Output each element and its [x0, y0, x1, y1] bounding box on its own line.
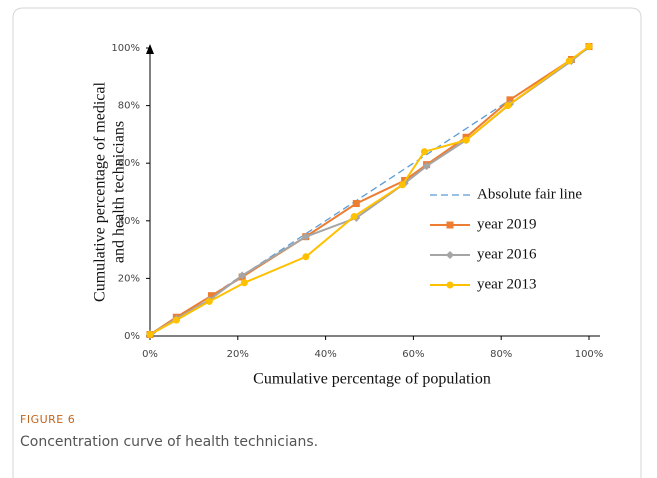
legend-marker: [446, 221, 454, 229]
y-tick-label: 60%: [118, 158, 140, 169]
x-tick-label: 100%: [575, 349, 604, 360]
y-axis-label: and health technicians: [111, 121, 128, 263]
marker: [172, 316, 180, 324]
x-tick-label: 40%: [314, 349, 336, 360]
marker: [504, 102, 512, 110]
series-line: [149, 45, 590, 336]
marker: [205, 297, 213, 305]
figure-caption: Concentration curve of health technician…: [20, 434, 318, 450]
marker: [420, 148, 428, 156]
legend-label: year 2016: [477, 246, 537, 262]
y-tick-label: 20%: [118, 273, 140, 284]
marker: [240, 279, 248, 287]
marker: [350, 212, 358, 220]
marker: [422, 162, 431, 171]
marker: [398, 181, 406, 189]
y-tick-label: 0%: [124, 331, 140, 342]
x-axis-label: Cumulative percentage of population: [253, 371, 491, 388]
x-tick-label: 0%: [142, 349, 158, 360]
x-tick-label: 80%: [490, 349, 512, 360]
marker: [238, 271, 247, 280]
marker: [462, 136, 470, 144]
legend-label: year 2013: [477, 276, 537, 292]
y-axis-arrow: [146, 44, 154, 54]
marker: [585, 43, 593, 51]
legend-marker: [446, 251, 454, 259]
x-tick-label: 20%: [227, 349, 249, 360]
y-tick-label: 100%: [111, 43, 140, 54]
marker: [302, 253, 310, 261]
x-tick-label: 60%: [402, 349, 424, 360]
legend-label: year 2019: [477, 216, 537, 232]
marker: [207, 292, 215, 300]
y-tick-label: 40%: [118, 216, 140, 227]
marker: [146, 331, 154, 339]
marker: [506, 96, 514, 104]
marker: [565, 57, 573, 65]
figure-label: FIGURE 6: [20, 413, 75, 426]
legend-marker: [446, 281, 454, 289]
marker: [352, 200, 360, 208]
figure-frame: [12, 7, 642, 478]
y-tick-label: 80%: [118, 101, 140, 112]
legend-label: Absolute fair line: [477, 186, 582, 202]
y-axis-label: Cumulative percentage of medical: [92, 81, 109, 301]
marker: [301, 232, 310, 241]
series-line: [149, 45, 590, 336]
